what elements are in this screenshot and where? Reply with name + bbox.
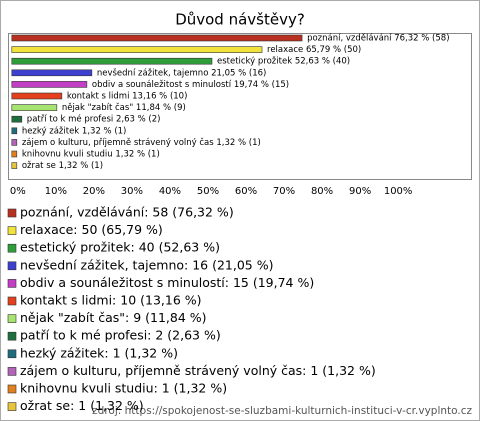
bar [11,46,263,53]
legend-label: estetický prožitek: 40 (52,63 %) [20,240,220,255]
chart-title: Důvod návštěvy? [175,11,305,29]
x-tick-label: 70% [273,186,295,197]
source: zdroj: https://spokojenost-se-sluzbami-k… [92,405,472,417]
bar [11,115,23,123]
legend-swatch [7,402,17,411]
x-tick-label: 0% [10,186,26,197]
legend-swatch [7,279,17,288]
legend-label: patří to k mé profesi: 2 (2,63 %) [20,328,221,343]
bar [11,104,58,111]
bar [11,34,303,42]
legend-swatch [7,243,17,253]
data-label: nějak "zabít čas" 11,84 % (9) [62,102,186,113]
legend-swatch [7,349,17,359]
data-label: nevšední zážitek, tajemno 21,05 % (16) [97,67,267,78]
x-tick-label: 50% [197,186,219,197]
x-tick-label: 80% [311,186,333,197]
legend-swatch [7,331,17,341]
legend-label: hezký zážitek: 1 (1,32 %) [20,345,178,360]
x-tick-label: 100% [384,186,413,197]
legend-label: poznání, vzdělávání: 58 (76,32 %) [20,205,234,220]
bar [11,69,93,77]
data-label: poznání, vzdělávání 76,32 % (58) [307,34,449,44]
bar [11,92,63,100]
legend-label: nějak "zabít čas": 9 (11,84 %) [20,310,207,325]
legend-label: nevšední zážitek, tajemno: 16 (21,05 %) [20,257,273,272]
data-label: zájem o kulturu, příjemně strávený volný… [22,137,261,148]
data-label: ožrat se 1,32 % (1) [22,161,103,171]
legend-swatch [7,367,17,376]
data-label: hezký zážitek 1,32 % (1) [22,126,127,136]
legend-label: relaxace: 50 (65,79 %) [20,222,163,237]
legend-label: zájem o kulturu, příjemně strávený volný… [20,363,376,378]
plot-area [8,33,472,180]
data-label: knihovnu kvuli studiu 1,32 % (1) [22,150,160,160]
bar [11,81,88,88]
x-tick-label: 10% [45,186,67,197]
data-label: estetický prožitek 52,63 % (40) [217,57,350,67]
x-tick-label: 30% [121,186,143,197]
x-tick-label: 60% [235,186,257,197]
legend-swatch [7,296,17,306]
data-label: obdiv a sounáležitost s minulostí 19,74 … [92,80,289,90]
legend-swatch [7,384,17,394]
x-tick-label: 90% [349,186,371,197]
legend-label: obdiv a sounáležitost s minulostí: 15 (1… [20,275,314,290]
data-label: relaxace 65,79 % (50) [267,45,361,55]
legend-label: kontakt s lidmi: 10 (13,16 %) [20,293,202,308]
bar [11,127,18,135]
legend-label: ožrat se: 1 (1,32 %) [20,398,144,413]
legend-label: knihovnu kvuli studiu: 1 (1,32 %) [20,381,227,396]
legend-swatch [7,261,17,271]
legend-swatch [7,208,17,218]
data-label: kontakt s lidmi 13,16 % (10) [67,92,188,102]
x-tick-label: 40% [159,186,181,197]
bar [11,139,18,146]
bar [11,162,18,169]
bar [11,57,213,65]
bar [11,150,18,158]
legend-swatch [7,314,17,323]
data-label: patří to k mé profesi 2,63 % (2) [27,114,161,125]
x-tick-label: 20% [83,186,105,197]
legend-swatch [7,226,17,235]
